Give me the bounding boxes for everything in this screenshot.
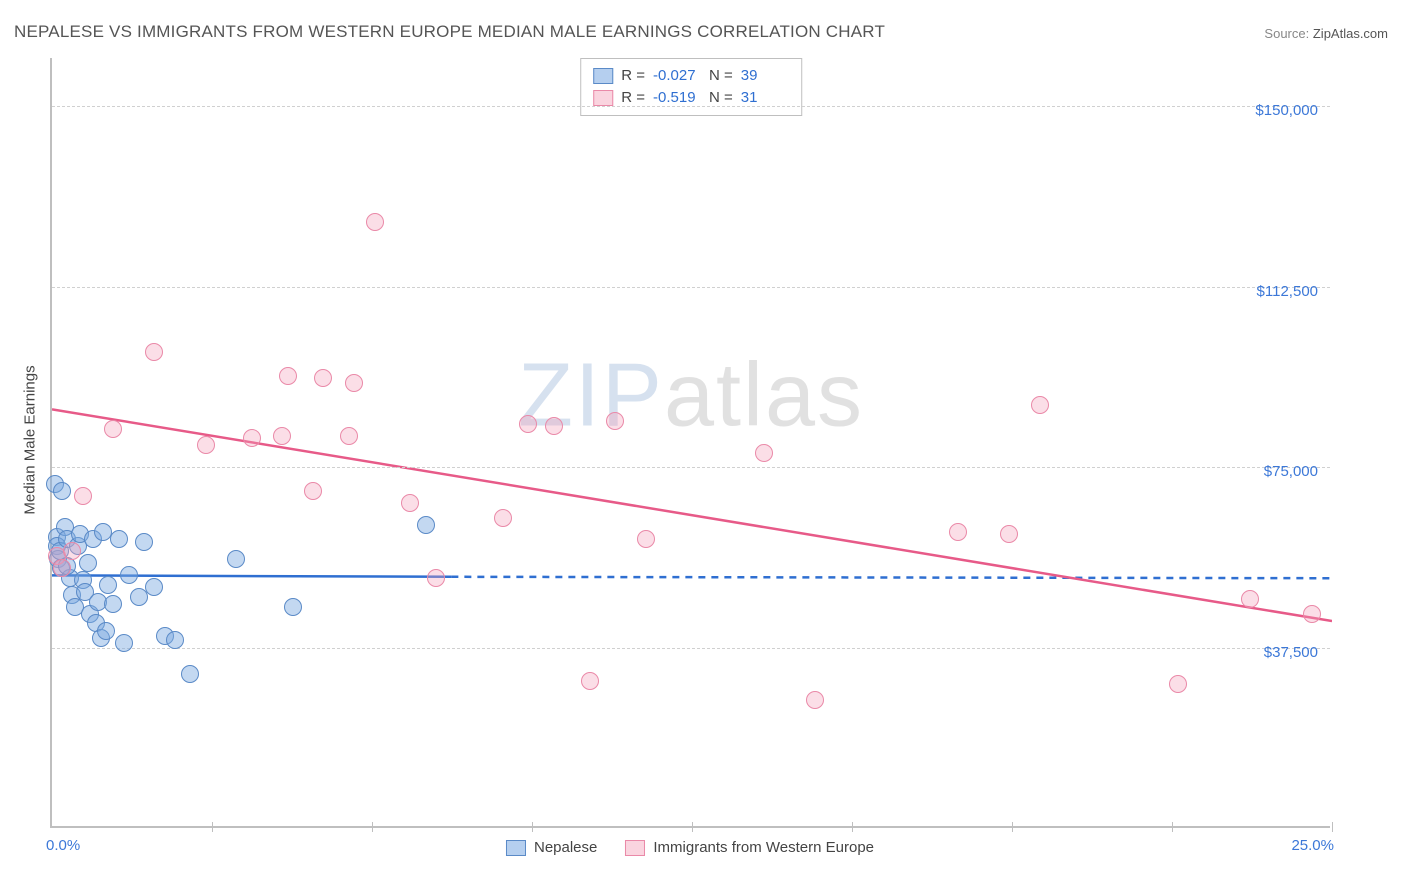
chart-title: NEPALESE VS IMMIGRANTS FROM WESTERN EURO… (14, 22, 885, 42)
scatter-point-blue (417, 516, 435, 534)
scatter-point-pink (1000, 525, 1018, 543)
scatter-point-pink (755, 444, 773, 462)
scatter-point-blue (135, 533, 153, 551)
x-tick (1332, 822, 1333, 832)
scatter-point-pink (145, 343, 163, 361)
scatter-point-pink (279, 367, 297, 385)
source-value: ZipAtlas.com (1313, 26, 1388, 41)
scatter-point-pink (366, 213, 384, 231)
y-tick-label: $112,500 (1257, 283, 1318, 300)
x-tick-max: 25.0% (1291, 837, 1334, 854)
scatter-point-blue (53, 482, 71, 500)
legend-r-value: -0.027 (653, 65, 701, 87)
gridline-h (52, 648, 1330, 649)
legend-n-label: N = (709, 65, 733, 87)
source-label: Source: (1264, 26, 1309, 41)
source-credit: Source: ZipAtlas.com (1264, 26, 1388, 41)
scatter-point-pink (104, 420, 122, 438)
gridline-h (52, 106, 1330, 107)
scatter-point-pink (314, 369, 332, 387)
legend-r-label: R = (621, 65, 645, 87)
watermark-light: atlas (664, 345, 864, 445)
gridline-h (52, 287, 1330, 288)
scatter-point-pink (949, 523, 967, 541)
scatter-point-pink (197, 436, 215, 454)
x-tick (532, 822, 533, 832)
scatter-point-blue (120, 566, 138, 584)
legend-series-item: Immigrants from Western Europe (625, 839, 874, 856)
scatter-point-pink (243, 429, 261, 447)
plot-area-wrap: ZIPatlas R = -0.027 N = 39 R = -0.519 N … (50, 58, 1330, 828)
scatter-point-pink (340, 427, 358, 445)
scatter-point-blue (99, 576, 117, 594)
y-tick-label: $75,000 (1264, 463, 1318, 480)
scatter-point-pink (273, 427, 291, 445)
legend-correlation: R = -0.027 N = 39 R = -0.519 N = 31 (580, 58, 802, 116)
legend-n-value: 39 (741, 65, 789, 87)
legend-swatch-blue (506, 840, 526, 856)
trend-line (451, 577, 1332, 578)
x-tick (372, 822, 373, 832)
scatter-point-pink (1241, 590, 1259, 608)
scatter-point-pink (74, 487, 92, 505)
scatter-point-blue (110, 530, 128, 548)
scatter-point-pink (545, 417, 563, 435)
plot-area: ZIPatlas R = -0.027 N = 39 R = -0.519 N … (50, 58, 1330, 828)
legend-swatch-pink (593, 90, 613, 106)
scatter-point-pink (606, 412, 624, 430)
x-tick (692, 822, 693, 832)
x-tick (852, 822, 853, 832)
legend-swatch-pink (625, 840, 645, 856)
scatter-point-pink (304, 482, 322, 500)
scatter-point-blue (79, 554, 97, 572)
scatter-point-pink (1303, 605, 1321, 623)
scatter-point-pink (1031, 396, 1049, 414)
legend-correlation-row: R = -0.027 N = 39 (593, 65, 789, 87)
scatter-point-pink (401, 494, 419, 512)
scatter-point-blue (145, 578, 163, 596)
scatter-point-pink (581, 672, 599, 690)
scatter-point-blue (181, 665, 199, 683)
legend-series-item: Nepalese (506, 839, 597, 856)
gridline-h (52, 467, 1330, 468)
legend-swatch-blue (593, 68, 613, 84)
watermark-bold: ZIP (518, 345, 664, 445)
scatter-point-pink (345, 374, 363, 392)
scatter-point-pink (806, 691, 824, 709)
scatter-point-pink (63, 542, 81, 560)
scatter-point-pink (1169, 675, 1187, 693)
y-tick-label: $150,000 (1255, 102, 1318, 119)
scatter-point-blue (104, 595, 122, 613)
scatter-point-pink (427, 569, 445, 587)
legend-series: Nepalese Immigrants from Western Europe (506, 839, 874, 856)
x-tick (1012, 822, 1013, 832)
watermark: ZIPatlas (518, 344, 864, 447)
scatter-point-pink (637, 530, 655, 548)
scatter-point-blue (227, 550, 245, 568)
legend-series-label: Immigrants from Western Europe (653, 839, 874, 856)
scatter-point-pink (494, 509, 512, 527)
x-tick (212, 822, 213, 832)
scatter-point-blue (97, 622, 115, 640)
y-axis-label: Median Male Earnings (22, 365, 39, 514)
scatter-point-pink (519, 415, 537, 433)
scatter-point-blue (284, 598, 302, 616)
x-tick (1172, 822, 1173, 832)
y-tick-label: $37,500 (1264, 644, 1318, 661)
x-tick-min: 0.0% (46, 837, 80, 854)
scatter-point-blue (115, 634, 133, 652)
legend-series-label: Nepalese (534, 839, 597, 856)
